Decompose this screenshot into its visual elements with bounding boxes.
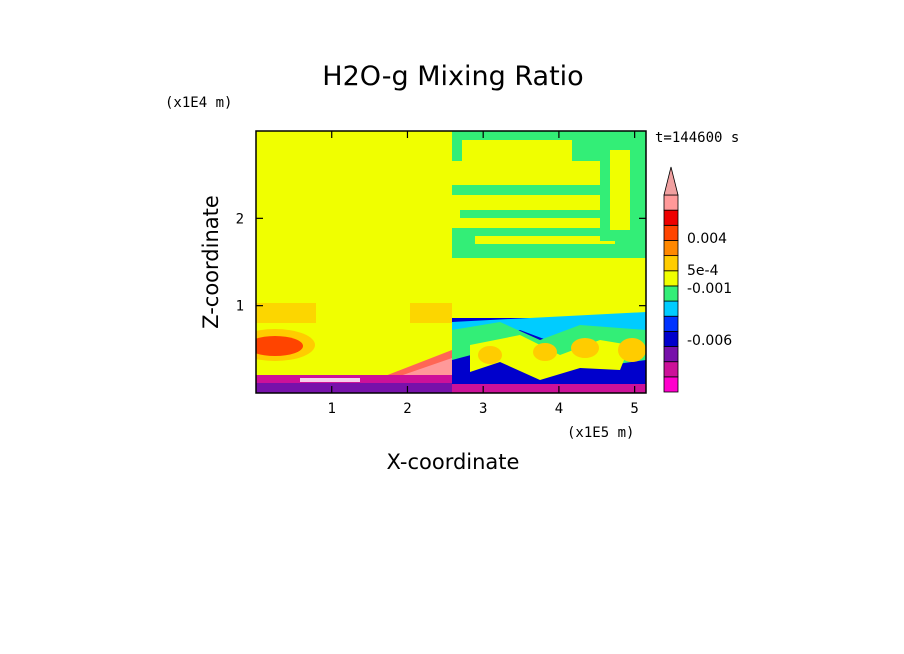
colorbar-segment xyxy=(663,270,679,287)
field-bottom-stripe-left-2 xyxy=(256,383,452,393)
heatmap-field xyxy=(256,131,646,393)
colorbar-segment xyxy=(663,315,679,332)
time-label: t=144600 s xyxy=(655,130,739,146)
field-orange-cell-4 xyxy=(618,338,646,362)
y-tick-label: 2 xyxy=(236,211,244,227)
x-axis-label: X-coordinate xyxy=(387,450,520,474)
field-red-blob xyxy=(256,336,303,356)
field-right-green-3 xyxy=(460,210,646,218)
x-tick-label: 1 xyxy=(328,401,336,417)
colorbar-segment xyxy=(663,285,679,302)
colorbar-segment xyxy=(663,224,679,241)
field-orange-cell-2 xyxy=(533,343,557,361)
colorbar-label: 5e-4 xyxy=(687,263,719,279)
colorbar-extend-arrow xyxy=(663,166,679,196)
x-tick-label: 3 xyxy=(479,401,487,417)
field-right-yellow-3 xyxy=(610,150,630,230)
x-tick-label: 2 xyxy=(403,401,411,417)
chart-title: H2O-g Mixing Ratio xyxy=(322,61,583,92)
colorbar-segment xyxy=(663,330,679,347)
colorbar-label: 0.004 xyxy=(687,231,727,247)
colorbar-segment xyxy=(663,376,679,393)
colorbar-segment xyxy=(663,346,679,363)
field-lower-magenta xyxy=(452,384,646,393)
field-orange-band-mid xyxy=(410,303,452,323)
field-orange-band-left xyxy=(256,303,316,323)
y-tick-label: 1 xyxy=(236,299,244,315)
y-axis-ticks: 12 xyxy=(236,211,646,315)
field-right-green-2 xyxy=(452,185,646,195)
field-orange-cell-3 xyxy=(571,338,599,358)
colorbar-segment xyxy=(663,300,679,317)
field-lower-cyan xyxy=(452,312,646,345)
colorbar-label: -0.001 xyxy=(687,281,732,297)
colorbar: 0.004 5e-4 -0.001 -0.006 xyxy=(663,166,732,393)
field-white-patches xyxy=(300,378,360,382)
plot-frame xyxy=(255,130,647,394)
colorbar-segment xyxy=(663,194,679,211)
field-right-yellow-1 xyxy=(462,140,572,165)
field-orange-cell-1 xyxy=(478,346,502,364)
field-pink-ramp xyxy=(400,358,452,378)
x-axis-ticks: 1 2 3 4 5 xyxy=(328,131,639,417)
x-unit-label: (x1E5 m) xyxy=(567,425,634,441)
y-unit-label: (x1E4 m) xyxy=(165,95,232,111)
x-tick-label: 5 xyxy=(630,401,638,417)
x-tick-label: 4 xyxy=(555,401,563,417)
colorbar-segment xyxy=(663,240,679,257)
colorbar-label: -0.006 xyxy=(687,333,732,349)
colorbar-segment xyxy=(663,255,679,272)
colorbar-segment xyxy=(663,209,679,226)
colorbar-segment xyxy=(663,361,679,378)
y-axis-label: Z-coordinate xyxy=(199,195,223,329)
field-right-yellow-2 xyxy=(475,236,615,244)
